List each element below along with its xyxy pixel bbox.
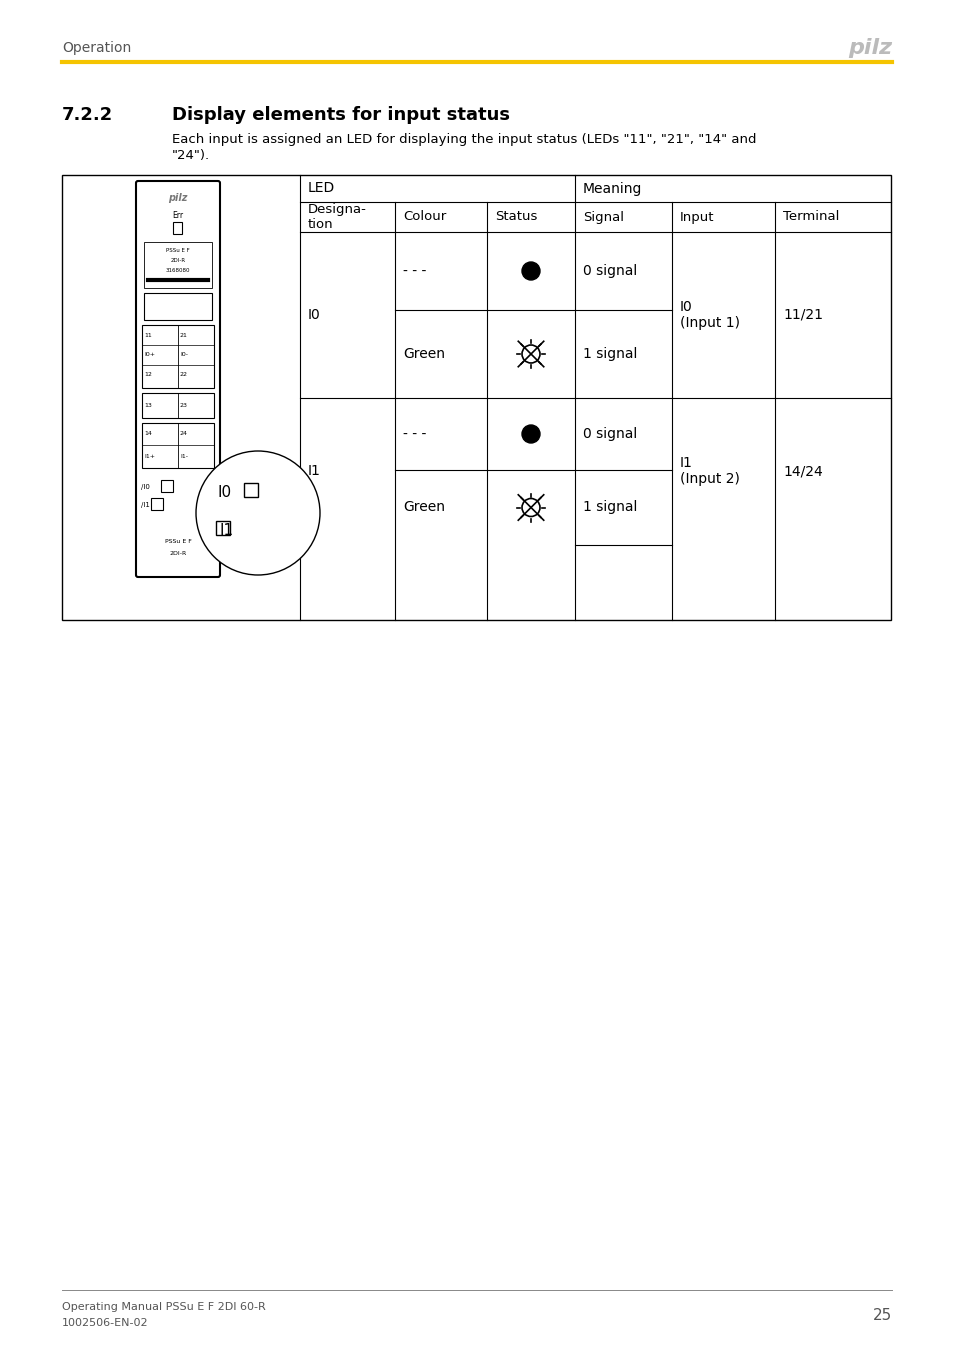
Text: 1002506-EN-02: 1002506-EN-02 — [62, 1318, 149, 1328]
Text: LED: LED — [308, 181, 335, 196]
Text: 22: 22 — [180, 373, 188, 378]
Text: 13: 13 — [144, 404, 152, 409]
Text: I1: I1 — [308, 464, 320, 478]
Text: PSSu E F: PSSu E F — [164, 540, 192, 544]
Text: I1: I1 — [679, 456, 692, 471]
Text: Operation: Operation — [62, 40, 132, 55]
Text: Each input is assigned an LED for displaying the input status (LEDs "11", "21", : Each input is assigned an LED for displa… — [172, 134, 756, 147]
Text: 1 signal: 1 signal — [582, 501, 637, 514]
Text: (Input 1): (Input 1) — [679, 316, 740, 329]
Text: Green: Green — [402, 347, 444, 360]
Text: pilz: pilz — [168, 193, 188, 202]
Circle shape — [521, 262, 539, 279]
Text: 2DI-R: 2DI-R — [171, 258, 186, 263]
Text: 25: 25 — [872, 1308, 891, 1323]
Text: Signal: Signal — [582, 211, 623, 224]
Text: I0: I0 — [308, 308, 320, 323]
Text: 23: 23 — [180, 404, 188, 409]
Text: 2DI-R: 2DI-R — [170, 552, 187, 556]
Text: Input: Input — [679, 211, 714, 224]
Text: Meaning: Meaning — [582, 181, 641, 196]
Text: PSSu E F: PSSu E F — [166, 248, 190, 254]
Text: Designa-: Designa- — [308, 204, 367, 216]
Text: 1 signal: 1 signal — [582, 347, 637, 360]
Text: 3168080: 3168080 — [166, 269, 190, 274]
Text: I0+: I0+ — [144, 352, 154, 358]
Text: 21: 21 — [180, 333, 188, 339]
Text: Green: Green — [402, 501, 444, 514]
Text: Terminal: Terminal — [782, 211, 839, 224]
Text: 0 signal: 0 signal — [582, 265, 637, 278]
Text: - - -: - - - — [402, 427, 426, 441]
Text: 14/24: 14/24 — [782, 464, 821, 478]
Text: Status: Status — [495, 211, 537, 224]
Text: pilz: pilz — [847, 38, 891, 58]
Circle shape — [521, 425, 539, 443]
Text: "24").: "24"). — [172, 150, 210, 162]
Text: 14: 14 — [144, 432, 152, 436]
Text: (Input 2): (Input 2) — [679, 472, 740, 486]
Text: Colour: Colour — [402, 211, 446, 224]
Text: I1+: I1+ — [144, 455, 154, 459]
Text: I0: I0 — [679, 300, 692, 315]
FancyBboxPatch shape — [136, 181, 220, 576]
Text: 12: 12 — [144, 373, 152, 378]
Text: I0: I0 — [218, 486, 232, 501]
Text: 11: 11 — [144, 333, 152, 339]
Text: I1-: I1- — [180, 455, 188, 459]
Text: 7.2.2: 7.2.2 — [62, 107, 113, 124]
Text: /I1: /I1 — [141, 502, 150, 508]
Text: 11/21: 11/21 — [782, 308, 822, 323]
Text: tion: tion — [308, 217, 334, 231]
Text: Operating Manual PSSu E F 2DI 60-R: Operating Manual PSSu E F 2DI 60-R — [62, 1301, 266, 1312]
Circle shape — [195, 451, 319, 575]
Text: I0-: I0- — [180, 352, 188, 358]
Text: I1: I1 — [220, 524, 233, 539]
Text: 24: 24 — [180, 432, 188, 436]
Text: /I0: /I0 — [141, 485, 150, 490]
Text: 0 signal: 0 signal — [582, 427, 637, 441]
Text: Err: Err — [172, 211, 183, 220]
Text: Display elements for input status: Display elements for input status — [172, 107, 510, 124]
Text: - - -: - - - — [402, 265, 426, 278]
